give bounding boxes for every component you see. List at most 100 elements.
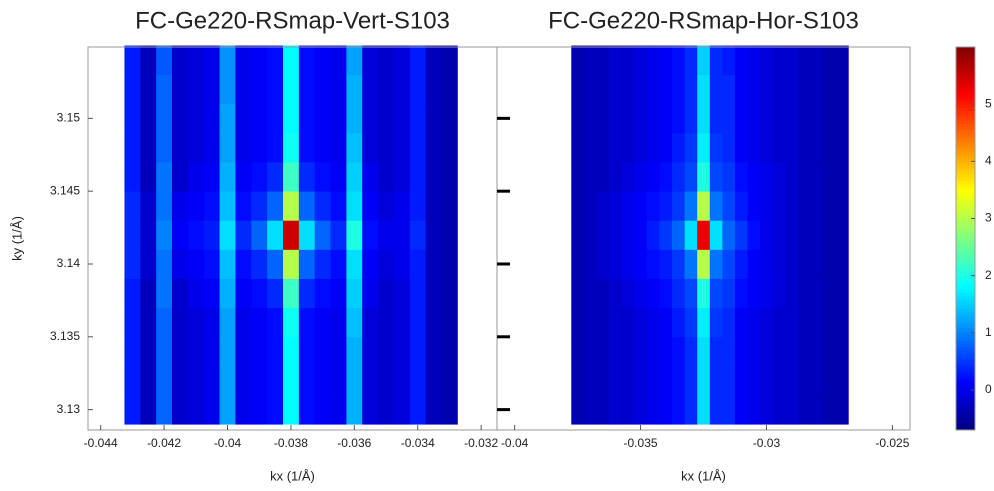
colorbar-band bbox=[956, 410, 975, 415]
heatmap-cell bbox=[835, 307, 849, 338]
heatmap-cell bbox=[672, 45, 686, 76]
y-tick-label: 3.15 bbox=[57, 111, 81, 125]
heatmap-cell bbox=[172, 365, 189, 396]
heatmap-cell bbox=[330, 278, 347, 309]
heatmap-cell bbox=[298, 74, 316, 105]
heatmap-cell bbox=[298, 278, 316, 309]
heatmap-cell bbox=[140, 307, 157, 338]
colorbar-tick-label: 5 bbox=[985, 96, 992, 110]
heatmap-cell bbox=[187, 307, 205, 338]
heatmap-cell bbox=[187, 132, 205, 163]
heatmap-cell bbox=[621, 74, 635, 105]
heatmap-cell bbox=[797, 191, 811, 221]
heatmap-cell bbox=[378, 249, 395, 279]
heatmap-cell bbox=[251, 336, 268, 367]
heatmap-cell bbox=[251, 45, 268, 76]
heatmap-cell bbox=[672, 278, 686, 309]
heatmap-cell bbox=[709, 278, 723, 309]
colorbar-band bbox=[956, 420, 975, 425]
heatmap-cell bbox=[330, 45, 347, 76]
colorbar-band bbox=[956, 114, 975, 118]
heatmap-cell bbox=[362, 249, 379, 279]
colorbar-band bbox=[956, 276, 975, 281]
heatmap-cell bbox=[267, 307, 284, 338]
heatmap-cell bbox=[235, 249, 252, 279]
heatmap-cell bbox=[378, 365, 395, 396]
colorbar-band bbox=[956, 286, 975, 291]
heatmap-cell bbox=[425, 336, 442, 367]
heatmap-cell bbox=[203, 307, 220, 338]
heatmap-cell bbox=[140, 395, 157, 425]
heatmap-cell bbox=[425, 249, 442, 279]
heatmap-cell bbox=[760, 395, 774, 425]
heatmap-cell bbox=[583, 395, 597, 425]
heatmap-cell bbox=[596, 74, 610, 105]
heatmap-cell bbox=[672, 162, 686, 192]
colorbar-band bbox=[956, 78, 975, 83]
heatmap-cell bbox=[298, 191, 316, 221]
heatmap-cell bbox=[734, 278, 748, 309]
heatmap-cell bbox=[760, 307, 774, 338]
colorbar-band bbox=[956, 145, 975, 150]
colorbar-band bbox=[956, 133, 975, 137]
heatmap-cell bbox=[646, 307, 660, 338]
colorbar-band bbox=[956, 401, 975, 405]
colorbar-band bbox=[956, 69, 975, 74]
heatmap-cell bbox=[747, 162, 761, 192]
heatmap-cell bbox=[235, 132, 252, 163]
colorbar-band bbox=[956, 149, 975, 153]
heatmap-cell bbox=[330, 307, 347, 338]
x-tick-label: -0.04 bbox=[501, 436, 529, 450]
heatmap-cell bbox=[362, 162, 379, 192]
heatmap-cell bbox=[571, 336, 585, 367]
colorbar-band bbox=[956, 193, 975, 198]
heatmap-cell bbox=[187, 45, 205, 76]
heatmap-cell bbox=[425, 45, 442, 76]
heatmap-cell bbox=[697, 336, 711, 367]
colorbar-tick-label: 0 bbox=[985, 382, 992, 396]
heatmap-cell bbox=[684, 365, 698, 396]
heatmap-cell bbox=[621, 45, 635, 76]
heatmap-cell bbox=[659, 395, 673, 425]
heatmap-cell bbox=[330, 249, 347, 279]
heatmap-cell bbox=[697, 191, 711, 221]
heatmap-cell bbox=[314, 132, 331, 163]
heatmap-cell bbox=[156, 220, 173, 250]
colorbar-tick-label: 4 bbox=[985, 154, 992, 168]
heatmap-cell bbox=[409, 220, 427, 250]
heatmap-cell bbox=[267, 278, 284, 309]
heatmap-cell bbox=[140, 220, 157, 250]
colorbar-band bbox=[956, 117, 975, 121]
heatmap-cell bbox=[362, 365, 379, 396]
heatmap-cell bbox=[684, 74, 698, 105]
heatmap-cell bbox=[267, 249, 284, 279]
heatmap-cell bbox=[140, 74, 157, 105]
heatmap-cell bbox=[823, 45, 837, 76]
heatmap-cell bbox=[441, 103, 458, 134]
heatmap-cell bbox=[172, 162, 189, 192]
heatmap-cell bbox=[596, 220, 610, 250]
colorbar-band bbox=[956, 404, 975, 409]
heatmap-cell bbox=[362, 336, 379, 367]
heatmap-cell bbox=[823, 103, 837, 134]
heatmap-cell bbox=[187, 365, 205, 396]
heatmap-cell bbox=[785, 365, 799, 396]
heatmap-cell bbox=[659, 220, 673, 250]
heatmap-cell bbox=[425, 307, 442, 338]
colorbar-band bbox=[956, 350, 975, 354]
heatmap-cell bbox=[378, 162, 395, 192]
heatmap-cell bbox=[722, 191, 736, 221]
x-tick-label: -0.044 bbox=[84, 436, 118, 450]
heatmap-cell bbox=[810, 191, 824, 221]
heatmap-cell bbox=[441, 45, 458, 76]
heatmap-cell bbox=[596, 365, 610, 396]
heatmap-cell bbox=[378, 307, 395, 338]
heatmap-cell bbox=[409, 336, 427, 367]
heatmap-cell bbox=[172, 249, 189, 279]
heatmap-cell bbox=[583, 132, 597, 163]
colorbar-band bbox=[956, 257, 975, 262]
heatmap-cell bbox=[634, 74, 648, 105]
colorbar-band bbox=[956, 101, 975, 105]
heatmap-cell bbox=[722, 162, 736, 192]
heatmap-cell bbox=[672, 74, 686, 105]
